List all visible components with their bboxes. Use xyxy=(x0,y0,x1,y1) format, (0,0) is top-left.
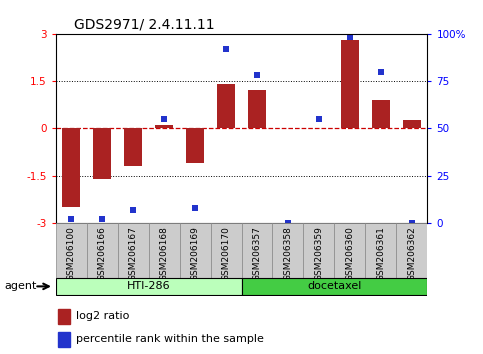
Bar xyxy=(397,223,427,278)
Bar xyxy=(272,223,303,278)
Bar xyxy=(56,223,86,278)
Text: GSM206166: GSM206166 xyxy=(98,226,107,281)
Bar xyxy=(180,223,211,278)
Bar xyxy=(334,223,366,278)
Bar xyxy=(372,100,390,128)
Text: log2 ratio: log2 ratio xyxy=(76,312,129,321)
Point xyxy=(253,73,261,78)
Text: GSM206361: GSM206361 xyxy=(376,226,385,281)
Text: agent: agent xyxy=(4,281,37,291)
Bar xyxy=(57,309,70,324)
Text: percentile rank within the sample: percentile rank within the sample xyxy=(76,335,264,344)
Text: GSM206167: GSM206167 xyxy=(128,226,138,281)
Text: GSM206358: GSM206358 xyxy=(284,226,293,281)
Bar xyxy=(303,223,334,278)
Bar xyxy=(124,128,142,166)
Text: GSM206359: GSM206359 xyxy=(314,226,324,281)
Bar xyxy=(56,278,242,295)
Point xyxy=(377,69,385,74)
Text: GSM206168: GSM206168 xyxy=(159,226,169,281)
Text: HTI-286: HTI-286 xyxy=(127,281,170,291)
Bar xyxy=(341,40,359,128)
Bar xyxy=(248,91,266,128)
Text: GSM206357: GSM206357 xyxy=(253,226,261,281)
Bar xyxy=(155,125,173,128)
Text: GDS2971/ 2.4.11.11: GDS2971/ 2.4.11.11 xyxy=(74,17,215,31)
Bar xyxy=(242,223,272,278)
Bar xyxy=(86,223,117,278)
Text: GSM206170: GSM206170 xyxy=(222,226,230,281)
Point xyxy=(160,116,168,122)
Point xyxy=(67,216,75,222)
Text: GSM206100: GSM206100 xyxy=(67,226,75,281)
Bar xyxy=(186,128,204,163)
Bar xyxy=(217,84,235,128)
Text: GSM206169: GSM206169 xyxy=(190,226,199,281)
Point xyxy=(191,205,199,211)
Point xyxy=(98,216,106,222)
Bar xyxy=(93,128,112,179)
Bar xyxy=(403,120,421,128)
Text: GSM206360: GSM206360 xyxy=(345,226,355,281)
Bar xyxy=(62,128,80,207)
Bar xyxy=(149,223,180,278)
Bar xyxy=(242,278,427,295)
Bar xyxy=(211,223,242,278)
Point xyxy=(284,220,292,226)
Bar xyxy=(366,223,397,278)
Point xyxy=(129,207,137,213)
Point xyxy=(346,35,354,40)
Bar xyxy=(57,332,70,347)
Point xyxy=(222,46,230,52)
Point xyxy=(315,116,323,122)
Text: docetaxel: docetaxel xyxy=(307,281,362,291)
Bar xyxy=(117,223,149,278)
Text: GSM206362: GSM206362 xyxy=(408,226,416,280)
Point xyxy=(408,220,416,226)
